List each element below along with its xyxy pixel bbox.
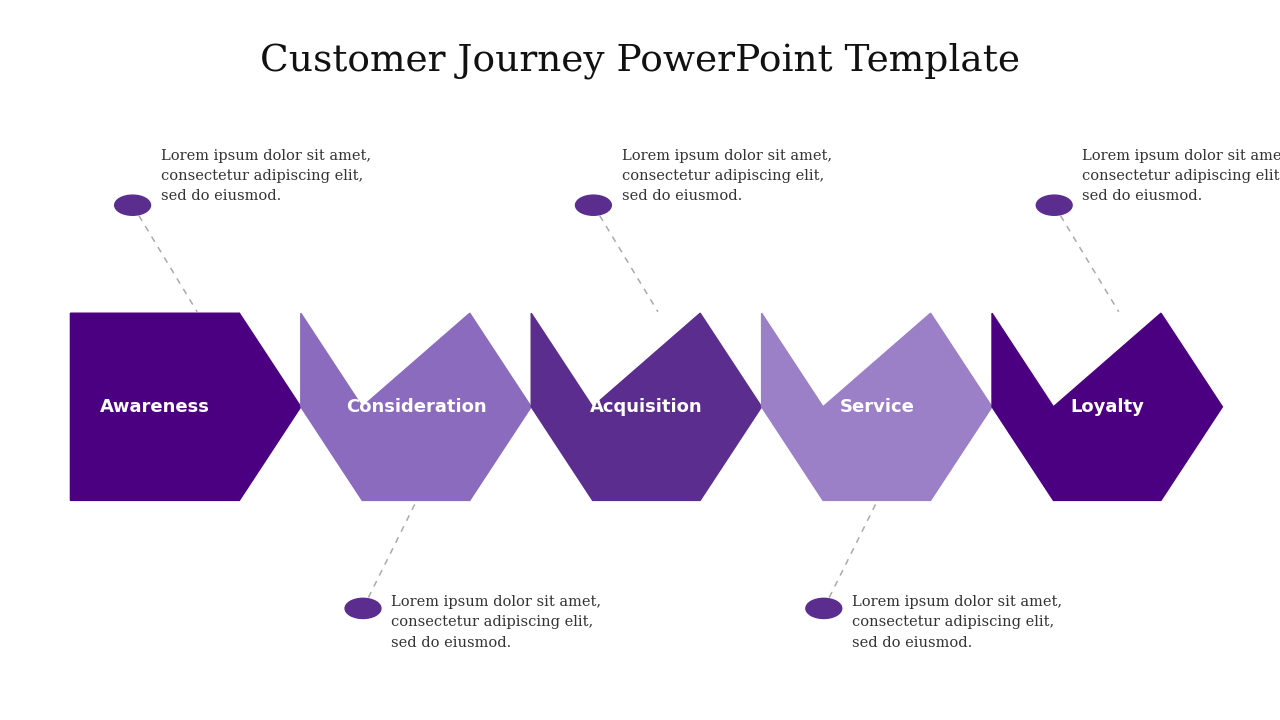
Text: Awareness: Awareness [100, 397, 210, 416]
Text: Service: Service [840, 397, 914, 416]
Circle shape [806, 598, 842, 618]
Circle shape [576, 195, 612, 215]
Text: Consideration: Consideration [346, 397, 486, 416]
Text: Acquisition: Acquisition [590, 397, 703, 416]
Text: Lorem ipsum dolor sit amet,
consectetur adipiscing elit,
sed do eiusmod.: Lorem ipsum dolor sit amet, consectetur … [392, 595, 602, 649]
Polygon shape [301, 313, 531, 500]
Text: Lorem ipsum dolor sit amet,
consectetur adipiscing elit,
sed do eiusmod.: Lorem ipsum dolor sit amet, consectetur … [622, 149, 832, 203]
Circle shape [115, 195, 151, 215]
Text: Loyalty: Loyalty [1070, 397, 1144, 416]
Polygon shape [531, 313, 762, 500]
Polygon shape [992, 313, 1222, 500]
Circle shape [1037, 195, 1073, 215]
Polygon shape [762, 313, 992, 500]
Polygon shape [70, 313, 301, 500]
Text: Customer Journey PowerPoint Template: Customer Journey PowerPoint Template [260, 42, 1020, 78]
Circle shape [346, 598, 381, 618]
Text: Lorem ipsum dolor sit amet,
consectetur adipiscing elit,
sed do eiusmod.: Lorem ipsum dolor sit amet, consectetur … [161, 149, 371, 203]
Text: Lorem ipsum dolor sit amet,
consectetur adipiscing elit,
sed do eiusmod.: Lorem ipsum dolor sit amet, consectetur … [852, 595, 1062, 649]
Text: Lorem ipsum dolor sit amet,
consectetur adipiscing elit,
sed do eiusmod.: Lorem ipsum dolor sit amet, consectetur … [1083, 149, 1280, 203]
